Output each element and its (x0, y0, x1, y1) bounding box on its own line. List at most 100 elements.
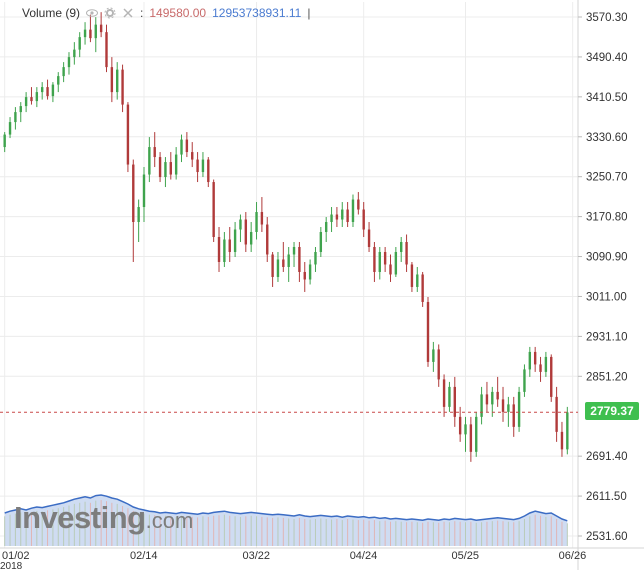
candle (475, 411, 478, 457)
candle-body (314, 251, 317, 265)
candle-body (185, 139, 189, 153)
candle-body (255, 212, 258, 233)
candle-body (40, 87, 44, 93)
candle (528, 346, 532, 377)
y-tick-label: 2611.50 (586, 491, 627, 503)
candle-body (158, 157, 162, 178)
candle (30, 87, 33, 105)
candle (416, 266, 419, 292)
candle (458, 406, 462, 442)
x-tick-label: 04/24 (350, 550, 378, 562)
y-tick-label: 3330.60 (586, 132, 628, 144)
candle-body (83, 29, 87, 38)
candle (217, 227, 221, 272)
candle-body (271, 254, 274, 277)
candle (116, 62, 119, 100)
candle-body (78, 37, 81, 50)
candle-body (233, 229, 237, 252)
volume-area (4, 494, 568, 546)
candle (432, 341, 435, 372)
candle (132, 159, 135, 262)
candle (67, 52, 71, 75)
candle-body (485, 394, 489, 405)
candle-body (99, 24, 103, 33)
candle (394, 246, 398, 277)
candle (158, 152, 162, 183)
candle (40, 82, 44, 100)
candle-body (223, 239, 226, 262)
candle-body (51, 84, 55, 97)
candle-body (180, 139, 183, 155)
candle-body (330, 214, 333, 223)
candle (191, 142, 194, 168)
candle-body (544, 356, 548, 372)
candle (137, 199, 140, 242)
candle-body (116, 69, 119, 93)
candle-body (362, 209, 365, 230)
candle (560, 421, 564, 457)
candle-body (292, 246, 296, 255)
candle (523, 364, 526, 397)
candle (51, 82, 55, 103)
candle (335, 207, 339, 228)
candle-body (383, 251, 387, 265)
candle (308, 259, 312, 285)
candle-body (507, 404, 510, 412)
candle (142, 167, 146, 223)
candle (212, 179, 215, 242)
candle-body (437, 349, 440, 380)
candle (469, 416, 473, 462)
logo-brand: Investing (14, 500, 146, 535)
candle-body (480, 394, 483, 417)
candle-body (191, 152, 194, 160)
gear-icon[interactable] (104, 7, 116, 19)
candle (223, 232, 226, 267)
candle-body (378, 251, 381, 272)
candle (148, 137, 151, 183)
candle-body (57, 76, 60, 85)
candle (507, 396, 510, 427)
candle-body (35, 92, 39, 102)
candle (180, 134, 183, 163)
candle (501, 386, 505, 422)
candle (73, 42, 76, 65)
y-tick-label: 2691.40 (586, 451, 628, 463)
y-tick-label: 2931.10 (586, 331, 628, 343)
candle-body (14, 112, 17, 123)
candle-body (410, 264, 414, 287)
candle-body (405, 241, 408, 265)
candle-body (276, 259, 280, 277)
candle-body (560, 431, 564, 450)
y-tick-label: 3090.90 (586, 252, 628, 264)
candle (367, 222, 371, 252)
x-tick-label: 03/22 (243, 550, 271, 562)
eye-icon[interactable] (86, 7, 99, 19)
candle-body (169, 162, 172, 175)
candle-body (517, 391, 521, 427)
candle-body (324, 222, 328, 233)
candle (448, 381, 451, 412)
candle (94, 17, 97, 53)
candle-body (207, 159, 210, 183)
candle (410, 261, 414, 292)
candle (78, 32, 81, 58)
candle-body (174, 154, 178, 175)
candle (383, 246, 387, 272)
candle-body (308, 264, 312, 280)
candle (324, 217, 328, 242)
candle (110, 57, 114, 103)
candle-body (453, 386, 456, 417)
candle (303, 261, 306, 292)
candle (464, 416, 467, 452)
candle-body (73, 49, 76, 58)
candle-body (110, 67, 114, 93)
candle (357, 192, 360, 215)
close-icon[interactable] (122, 7, 134, 19)
candle-body (550, 356, 553, 397)
candle-body (539, 364, 542, 372)
candle (426, 296, 430, 367)
y-tick-label: 3011.00 (586, 291, 627, 303)
candle (228, 227, 231, 262)
